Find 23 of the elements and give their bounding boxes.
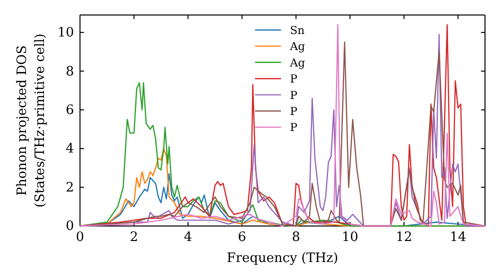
legend-label: P: [290, 121, 298, 134]
x-axis-title: Frequency (THz): [226, 251, 338, 266]
legend-label: P: [290, 105, 298, 118]
x-tick-label: 8: [292, 230, 300, 246]
y-axis-title: Phonon projected DOS (States/THz·primitive cell): [15, 33, 48, 208]
y-tick-label: 10: [57, 26, 74, 41]
x-tick-label: 4: [184, 230, 192, 246]
legend-label: P: [290, 88, 298, 102]
x-tick-label: 12: [396, 230, 412, 246]
y-tick-label: 6: [66, 103, 74, 118]
legend-label: Ag: [289, 40, 305, 54]
legend-label: Sn: [290, 24, 305, 37]
x-tick-label: 0: [76, 230, 84, 246]
legend-label: Ag: [289, 56, 305, 70]
y-tick-label: 4: [66, 142, 74, 157]
y-tick-label: 0: [66, 219, 74, 234]
x-tick-label: 14: [450, 230, 466, 246]
x-tick-label: 2: [130, 230, 138, 246]
y-tick-label: 8: [66, 64, 74, 80]
x-tick-label: 6: [238, 230, 246, 246]
y-tick-label: 2: [66, 180, 74, 196]
x-tick-label: 10: [342, 230, 358, 246]
legend-label: P: [290, 72, 298, 86]
